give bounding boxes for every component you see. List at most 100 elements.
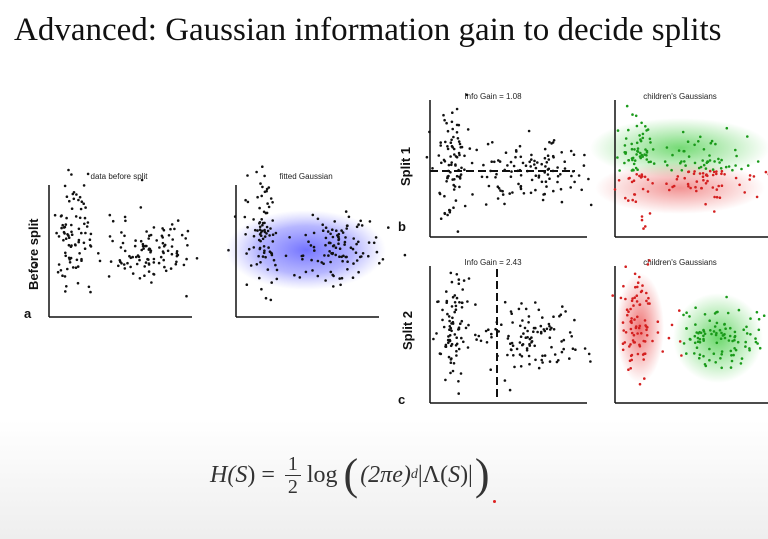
scatter-point (754, 340, 758, 344)
scatter-point (324, 236, 328, 240)
scatter-point (689, 186, 692, 190)
scatter-point (720, 184, 724, 187)
scatter-point (559, 313, 563, 316)
scatter-point (694, 306, 697, 309)
scatter-point (447, 315, 451, 318)
scatter-point (310, 258, 313, 262)
scatter-point (457, 327, 461, 331)
scatter-point (519, 184, 523, 188)
scatter-point (671, 153, 674, 157)
scatter-point (699, 135, 702, 139)
scatter-point (646, 326, 649, 329)
scatter-point (733, 338, 736, 342)
slide-title: Advanced: Gaussian information gain to d… (14, 12, 722, 48)
scatter-point (645, 129, 648, 132)
scatter-point (253, 228, 257, 232)
scatter-point (158, 246, 161, 249)
scatter-point (60, 214, 63, 217)
scatter-point (57, 263, 61, 266)
scatter-point (746, 135, 749, 138)
scatter-point (446, 213, 449, 217)
scatter-point (746, 164, 750, 167)
scatter-point (252, 246, 256, 249)
scatter-point (704, 202, 707, 206)
scatter-point (647, 160, 651, 164)
scatter-point (500, 323, 503, 326)
scatter-point (511, 344, 515, 347)
scatter-point (267, 186, 271, 189)
scatter-point (708, 169, 712, 173)
scatter-point (53, 213, 57, 217)
scatter-point (642, 358, 645, 361)
scatter-point (463, 168, 466, 171)
scatter-point (445, 180, 448, 183)
scatter-point (298, 276, 302, 279)
formula-set: S (235, 461, 248, 488)
scatter-point (732, 353, 735, 357)
scatter-point (638, 174, 641, 178)
scatter-point (61, 274, 64, 277)
scatter-point (262, 251, 266, 255)
scatter-point (509, 160, 513, 164)
scatter-point (693, 334, 697, 338)
scatter-point (493, 160, 496, 164)
scatter-point (702, 334, 705, 338)
scatter-point (534, 301, 537, 304)
scatter-point (245, 283, 249, 286)
scatter-point (649, 141, 652, 144)
scatter-point (701, 175, 705, 178)
scatter-point (711, 168, 715, 171)
scatter-point (720, 158, 723, 162)
scatter-point (455, 107, 459, 111)
scatter-point (108, 235, 112, 238)
scatter-point (432, 337, 435, 341)
scatter-point (70, 230, 73, 234)
scatter-point (148, 234, 151, 237)
scatter-point (454, 308, 458, 311)
scatter-point (293, 273, 296, 277)
scatter-point (633, 272, 637, 276)
scatter-point (723, 173, 726, 176)
scatter-point (137, 255, 141, 259)
scatter-point (311, 213, 315, 217)
scatter-point (503, 202, 506, 206)
scatter-point (527, 354, 531, 358)
scatter-point (435, 332, 438, 335)
scatter-point (504, 151, 508, 154)
scatter-point (64, 251, 67, 255)
scatter-point (543, 354, 547, 357)
scatter-point (63, 275, 67, 278)
scatter-point (301, 254, 305, 257)
scatter-point (646, 263, 650, 266)
scatter-point (68, 261, 72, 264)
scatter-point (159, 255, 163, 259)
scatter-point (495, 320, 499, 324)
scatter-point (701, 172, 705, 175)
scatter-point (570, 335, 573, 338)
scatter-point (522, 332, 525, 335)
scatter-point (735, 154, 738, 158)
scatter-point (255, 263, 259, 266)
scatter-point (648, 212, 652, 215)
scatter-point (715, 188, 719, 191)
scatter-point (256, 195, 259, 199)
scatter-point (185, 294, 188, 298)
scatter-point (272, 258, 276, 262)
scatter-point (749, 333, 752, 336)
scatter-point (704, 167, 708, 170)
scatter-point (128, 254, 131, 258)
scatter-point (640, 215, 644, 218)
scatter-point (640, 332, 643, 335)
scatter-point (587, 177, 590, 181)
scatter-point (548, 140, 551, 144)
scatter-point (124, 219, 127, 223)
scatter-point (360, 224, 364, 227)
scatter-point (693, 161, 697, 165)
scatter-point (568, 357, 571, 360)
scatter-point (633, 148, 636, 151)
scatter-point (138, 277, 142, 280)
scatter-point (553, 353, 557, 356)
scatter-point (548, 177, 551, 180)
scatter-point (704, 182, 708, 185)
formula-log: log (306, 461, 338, 488)
